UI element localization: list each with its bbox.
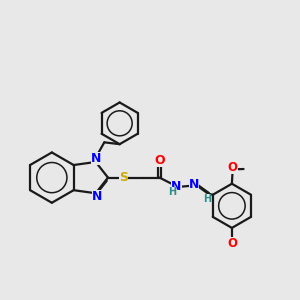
Text: O: O bbox=[227, 161, 238, 174]
Text: H: H bbox=[203, 194, 211, 204]
Text: N: N bbox=[92, 190, 102, 203]
Text: O: O bbox=[154, 154, 165, 166]
Text: H: H bbox=[168, 187, 176, 197]
Text: N: N bbox=[91, 152, 101, 165]
Text: N: N bbox=[171, 180, 182, 193]
Text: O: O bbox=[227, 237, 237, 250]
Text: S: S bbox=[119, 171, 128, 184]
Text: N: N bbox=[189, 178, 199, 191]
